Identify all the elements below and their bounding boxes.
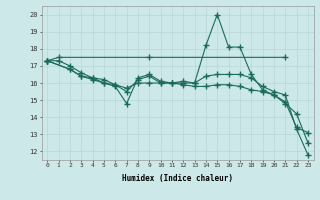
- X-axis label: Humidex (Indice chaleur): Humidex (Indice chaleur): [122, 174, 233, 183]
